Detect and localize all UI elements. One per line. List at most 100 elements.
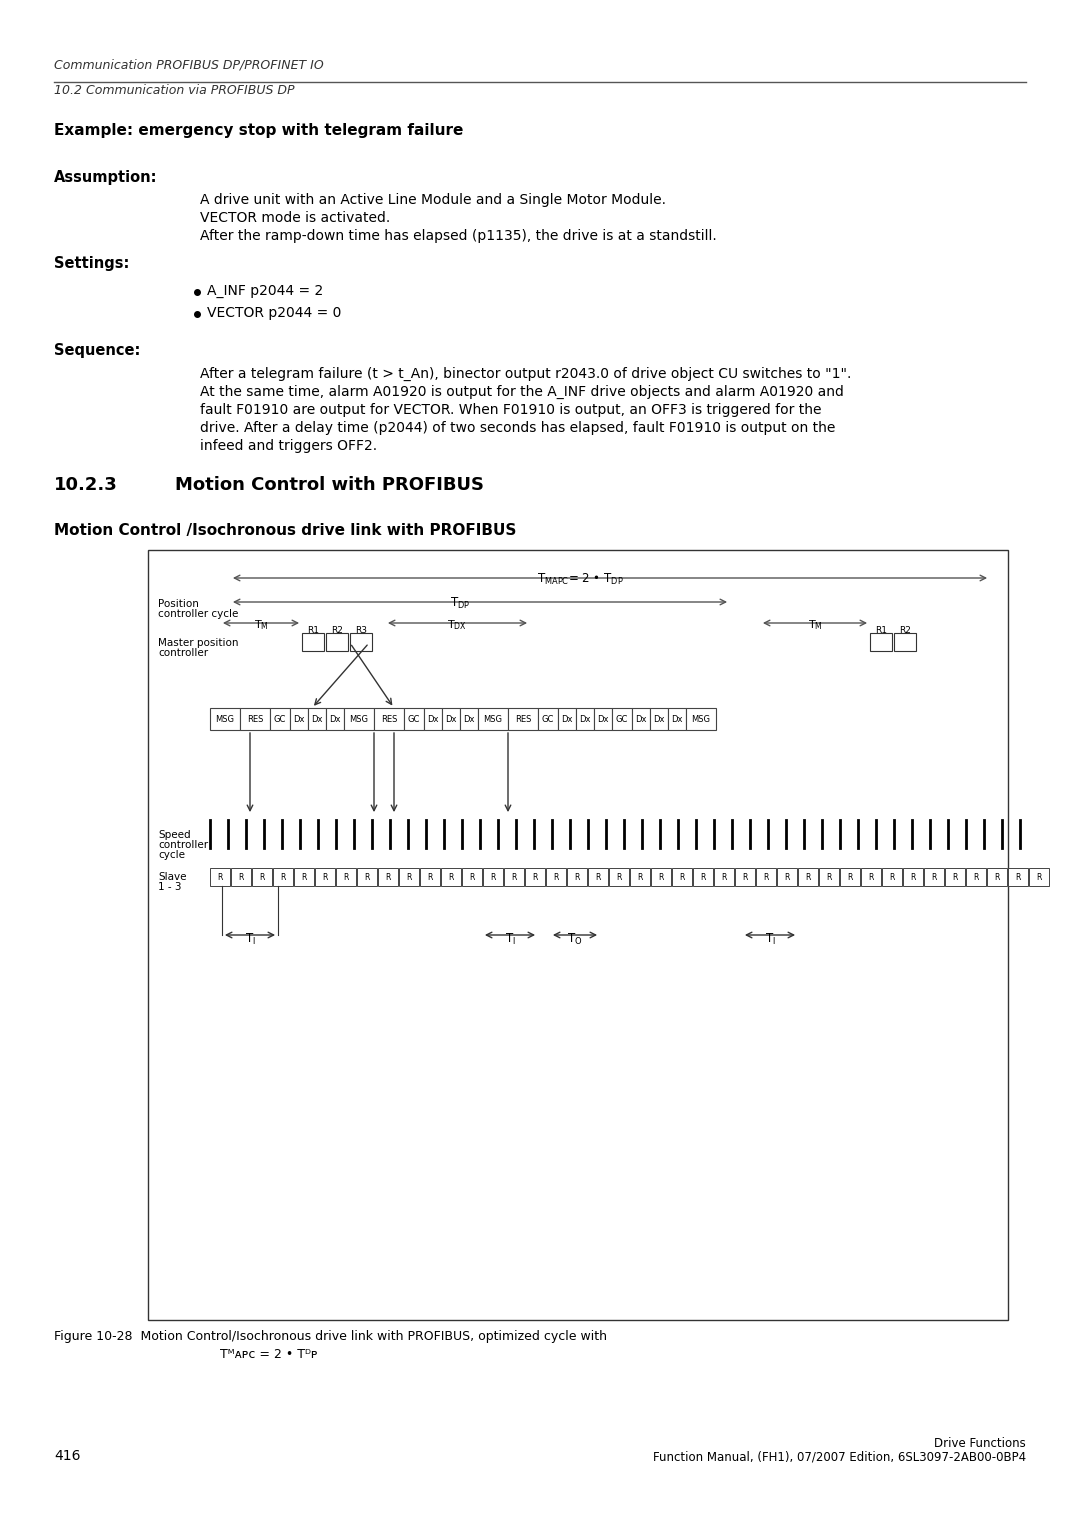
Text: R: R [700,873,705,883]
Bar [336,867,356,886]
Text: Dx: Dx [672,715,683,724]
Text: T$_\mathregular{O}$: T$_\mathregular{O}$ [567,931,583,947]
Text: R: R [910,873,916,883]
Text: Example: emergency stop with telegram failure: Example: emergency stop with telegram fa… [54,124,463,137]
Bar [231,867,251,886]
Text: After a telegram failure (t > t_An), binector output r2043.0 of drive object CU : After a telegram failure (t > t_An), bin… [200,366,851,382]
Text: R: R [490,873,496,883]
Bar [1008,867,1028,886]
Text: Communication PROFIBUS DP/PROFINET IO: Communication PROFIBUS DP/PROFINET IO [54,58,324,70]
Text: R: R [826,873,832,883]
Bar [735,867,755,886]
Text: Motion Control /Isochronous drive link with PROFIBUS: Motion Control /Isochronous drive link w… [54,524,516,538]
Text: VECTOR p2044 = 0: VECTOR p2044 = 0 [207,305,341,321]
Bar [357,867,377,886]
Text: R: R [301,873,307,883]
Bar [478,709,508,730]
Text: R: R [1037,873,1042,883]
Text: Dx: Dx [635,715,647,724]
Text: After the ramp-down time has elapsed (p1135), the drive is at a standstill.: After the ramp-down time has elapsed (p1… [200,229,717,243]
Bar [903,867,923,886]
Bar [651,867,671,886]
Bar [987,867,1007,886]
Bar [650,709,669,730]
Text: 416: 416 [54,1449,81,1463]
Text: R: R [784,873,789,883]
Text: T$_\mathregular{M}$: T$_\mathregular{M}$ [808,618,822,632]
Bar [714,867,734,886]
Text: Tᴹᴀᴘᴄ = 2 • Tᴰᴘ: Tᴹᴀᴘᴄ = 2 • Tᴰᴘ [220,1348,318,1361]
Text: Dx: Dx [445,715,457,724]
Text: R: R [973,873,978,883]
Text: RES: RES [515,715,531,724]
Text: T$_\mathregular{I}$: T$_\mathregular{I}$ [244,931,255,947]
Text: R: R [575,873,580,883]
Bar [594,709,612,730]
Text: R: R [806,873,811,883]
Text: A drive unit with an Active Line Module and a Single Motor Module.: A drive unit with an Active Line Module … [200,192,666,208]
Text: R3: R3 [355,626,367,635]
Bar [442,709,460,730]
Text: Dx: Dx [329,715,341,724]
Bar [308,709,326,730]
Bar [840,867,860,886]
Text: R: R [679,873,685,883]
Text: GC: GC [616,715,629,724]
Text: R: R [764,873,769,883]
Bar [326,634,348,651]
Bar [870,634,892,651]
Bar [588,867,608,886]
Text: Dx: Dx [463,715,475,724]
Text: R: R [364,873,369,883]
Text: R: R [406,873,411,883]
Bar [894,634,916,651]
Text: R: R [868,873,874,883]
Text: Dx: Dx [294,715,305,724]
Bar [525,867,545,886]
Bar [252,867,272,886]
Bar [460,709,478,730]
Text: R: R [343,873,349,883]
Text: T$_\mathregular{I}$: T$_\mathregular{I}$ [765,931,775,947]
Text: GC: GC [274,715,286,724]
Text: Dx: Dx [428,715,438,724]
Text: Drive Functions: Drive Functions [934,1437,1026,1451]
Text: T$_\mathregular{DP}$: T$_\mathregular{DP}$ [450,596,470,611]
Text: Dx: Dx [597,715,609,724]
Bar [504,867,524,886]
Text: T$_\mathregular{DX}$: T$_\mathregular{DX}$ [447,618,467,632]
Text: R: R [448,873,454,883]
Bar [924,867,944,886]
Text: MSG: MSG [216,715,234,724]
Text: Dx: Dx [562,715,572,724]
Bar [693,867,713,886]
Bar [945,867,966,886]
Text: R: R [281,873,286,883]
Bar [632,709,650,730]
Text: RES: RES [381,715,397,724]
Bar [420,867,440,886]
Bar [612,709,632,730]
Bar [148,550,1008,1319]
Text: R: R [995,873,1000,883]
Bar [374,709,404,730]
Text: MSG: MSG [350,715,368,724]
Text: Assumption:: Assumption: [54,169,158,185]
Bar [1029,867,1049,886]
Text: R: R [721,873,727,883]
Bar [378,867,399,886]
Text: cycle: cycle [158,851,185,860]
Text: R1: R1 [875,626,887,635]
Text: R: R [553,873,558,883]
Text: Figure 10-28  Motion Control/Isochronous drive link with PROFIBUS, optimized cyc: Figure 10-28 Motion Control/Isochronous … [54,1330,607,1344]
Text: R: R [470,873,475,883]
Text: MSG: MSG [484,715,502,724]
Text: R2: R2 [332,626,343,635]
Bar [686,709,716,730]
Text: R: R [511,873,516,883]
Bar [326,709,345,730]
Bar [567,867,588,886]
Bar [462,867,482,886]
Bar [609,867,629,886]
Bar [861,867,881,886]
